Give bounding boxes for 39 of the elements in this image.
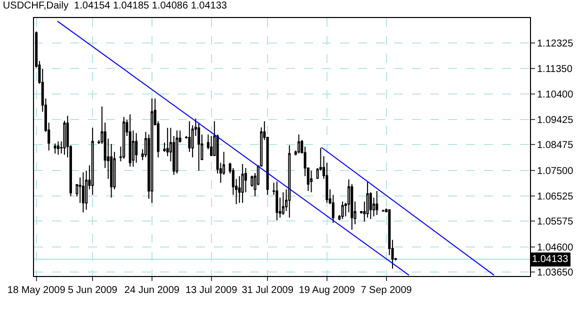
candlestick (198, 122, 200, 172)
y-tick-label: 1.04600 (537, 242, 574, 254)
candlestick (241, 164, 244, 204)
candlestick (350, 184, 354, 230)
y-tick-label: 1.08475 (537, 140, 574, 152)
candlestick (366, 181, 369, 218)
x-tick-label: 31 Jul 2009 (242, 285, 294, 296)
x-tick-label: 5 Jun 2009 (68, 285, 118, 296)
candlestick (288, 144, 291, 218)
candlestick (341, 201, 344, 220)
x-tick-label: 18 May 2009 (7, 285, 66, 296)
y-tick-label: 1.11350 (537, 64, 573, 76)
y-tick-label: 1.10400 (537, 89, 574, 100)
candlestick (176, 130, 178, 174)
candlestick (54, 142, 56, 154)
candlestick (282, 192, 284, 216)
candlestick (276, 180, 278, 221)
ref-line-label: 1.04133 (532, 254, 569, 265)
candlestick (82, 172, 84, 213)
y-tick-label: 1.06525 (537, 192, 574, 203)
y-tick-label: 1.03650 (537, 268, 574, 279)
x-tick-label: 7 Sep 2009 (360, 285, 412, 296)
candlestick (382, 209, 384, 212)
candlestick (298, 134, 300, 154)
y-tick-label: 1.07500 (537, 166, 574, 177)
chart-title: USDCHF,Daily 1.04154 1.04185 1.04086 1.04133 (2, 0, 228, 12)
candlestick (56, 140, 60, 156)
y-tick-label: 1.05575 (537, 216, 574, 228)
candlestick (135, 132, 138, 164)
y-tick-label: 1.12325 (537, 38, 574, 50)
x-tick-label: 24 Jun 2009 (124, 285, 180, 296)
candlestick (91, 127, 94, 196)
x-tick-label: 13 Jul 2009 (185, 285, 238, 296)
candlestick (310, 170, 313, 193)
y-tick-label: 1.09425 (537, 115, 574, 126)
candlestick (376, 190, 378, 216)
candlestick (122, 116, 126, 160)
x-tick-label: 19 Aug 2009 (298, 285, 356, 296)
candlestick (128, 114, 132, 168)
